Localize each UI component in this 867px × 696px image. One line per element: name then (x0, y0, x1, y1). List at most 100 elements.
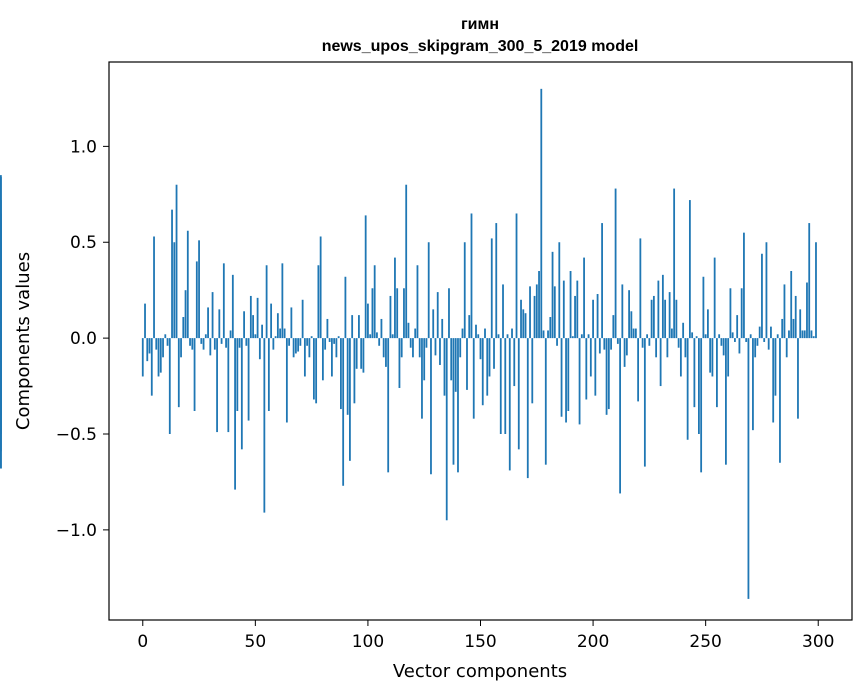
bar (607, 338, 610, 410)
bar (783, 284, 786, 339)
bar (592, 299, 594, 339)
bar (461, 328, 464, 339)
bar (459, 338, 462, 358)
bar (734, 338, 736, 342)
bar (337, 336, 340, 339)
bar (520, 299, 522, 339)
bar (648, 338, 651, 346)
bar (301, 299, 304, 339)
bar (252, 315, 254, 339)
bar (765, 242, 768, 339)
bar (810, 330, 813, 339)
bar (297, 338, 300, 352)
bar (673, 188, 676, 339)
bar (146, 338, 149, 362)
bar (675, 299, 678, 339)
bar (727, 338, 730, 377)
bar (560, 338, 563, 417)
bar (610, 338, 612, 350)
bar (231, 274, 234, 339)
bar (529, 286, 531, 339)
bar (605, 338, 608, 415)
bar (448, 288, 450, 339)
bar (776, 334, 779, 339)
bar (211, 292, 214, 339)
bar (729, 288, 732, 339)
bar (526, 338, 529, 479)
bar (427, 242, 430, 339)
bar (254, 334, 257, 339)
bar (245, 338, 248, 346)
bar (425, 338, 428, 348)
bar (430, 338, 432, 475)
bar (812, 336, 815, 339)
x-tick-label: 300 (802, 632, 834, 652)
bar (0, 338, 2, 415)
bar (497, 334, 500, 339)
bar (650, 299, 653, 339)
bar (234, 338, 236, 490)
bar (306, 338, 309, 346)
bar (414, 328, 417, 339)
bar (180, 338, 182, 358)
bar (317, 265, 320, 339)
bar (409, 338, 412, 348)
bar (578, 338, 581, 425)
bar (522, 309, 525, 339)
bar (225, 338, 227, 348)
bar (785, 338, 788, 358)
bar (148, 338, 151, 354)
bar (218, 309, 221, 339)
bar (182, 317, 185, 339)
bar (279, 328, 282, 339)
bar (598, 338, 601, 354)
bar-series (0, 88, 817, 599)
bar (281, 263, 284, 339)
bar (596, 294, 599, 339)
bar (355, 338, 358, 369)
bar (601, 223, 603, 339)
bar (321, 338, 324, 381)
bar (538, 271, 540, 339)
bar (364, 215, 367, 339)
bar (815, 242, 817, 339)
bar (752, 338, 754, 431)
bar (569, 271, 572, 339)
bar (587, 334, 590, 339)
y-tick-label: 1.0 (70, 137, 97, 157)
bar (222, 263, 225, 339)
bar (171, 209, 173, 339)
bar (484, 328, 486, 339)
bar (679, 338, 682, 377)
bar (558, 242, 561, 339)
bar (159, 338, 162, 373)
bar (772, 338, 775, 423)
bar (292, 338, 295, 358)
bar (144, 303, 146, 339)
bar (450, 338, 453, 381)
bar (477, 334, 480, 339)
bar (524, 313, 527, 339)
bar (716, 338, 718, 408)
bar (749, 334, 752, 339)
bar (625, 338, 628, 356)
bar (335, 338, 338, 358)
bar (711, 338, 714, 377)
bar (576, 280, 579, 339)
bar (594, 338, 597, 396)
bar (184, 290, 187, 339)
bar (299, 338, 302, 346)
bar (731, 332, 734, 339)
bar (387, 338, 390, 473)
bar (150, 338, 153, 396)
bar (551, 251, 554, 339)
bar (479, 338, 482, 360)
bar (758, 326, 761, 339)
x-tick-label: 250 (689, 632, 721, 652)
y-axis-label: Components values (13, 252, 34, 430)
bar (434, 338, 437, 356)
bar (612, 315, 615, 339)
bar (547, 330, 549, 339)
bar (202, 338, 205, 350)
bar (567, 338, 570, 411)
